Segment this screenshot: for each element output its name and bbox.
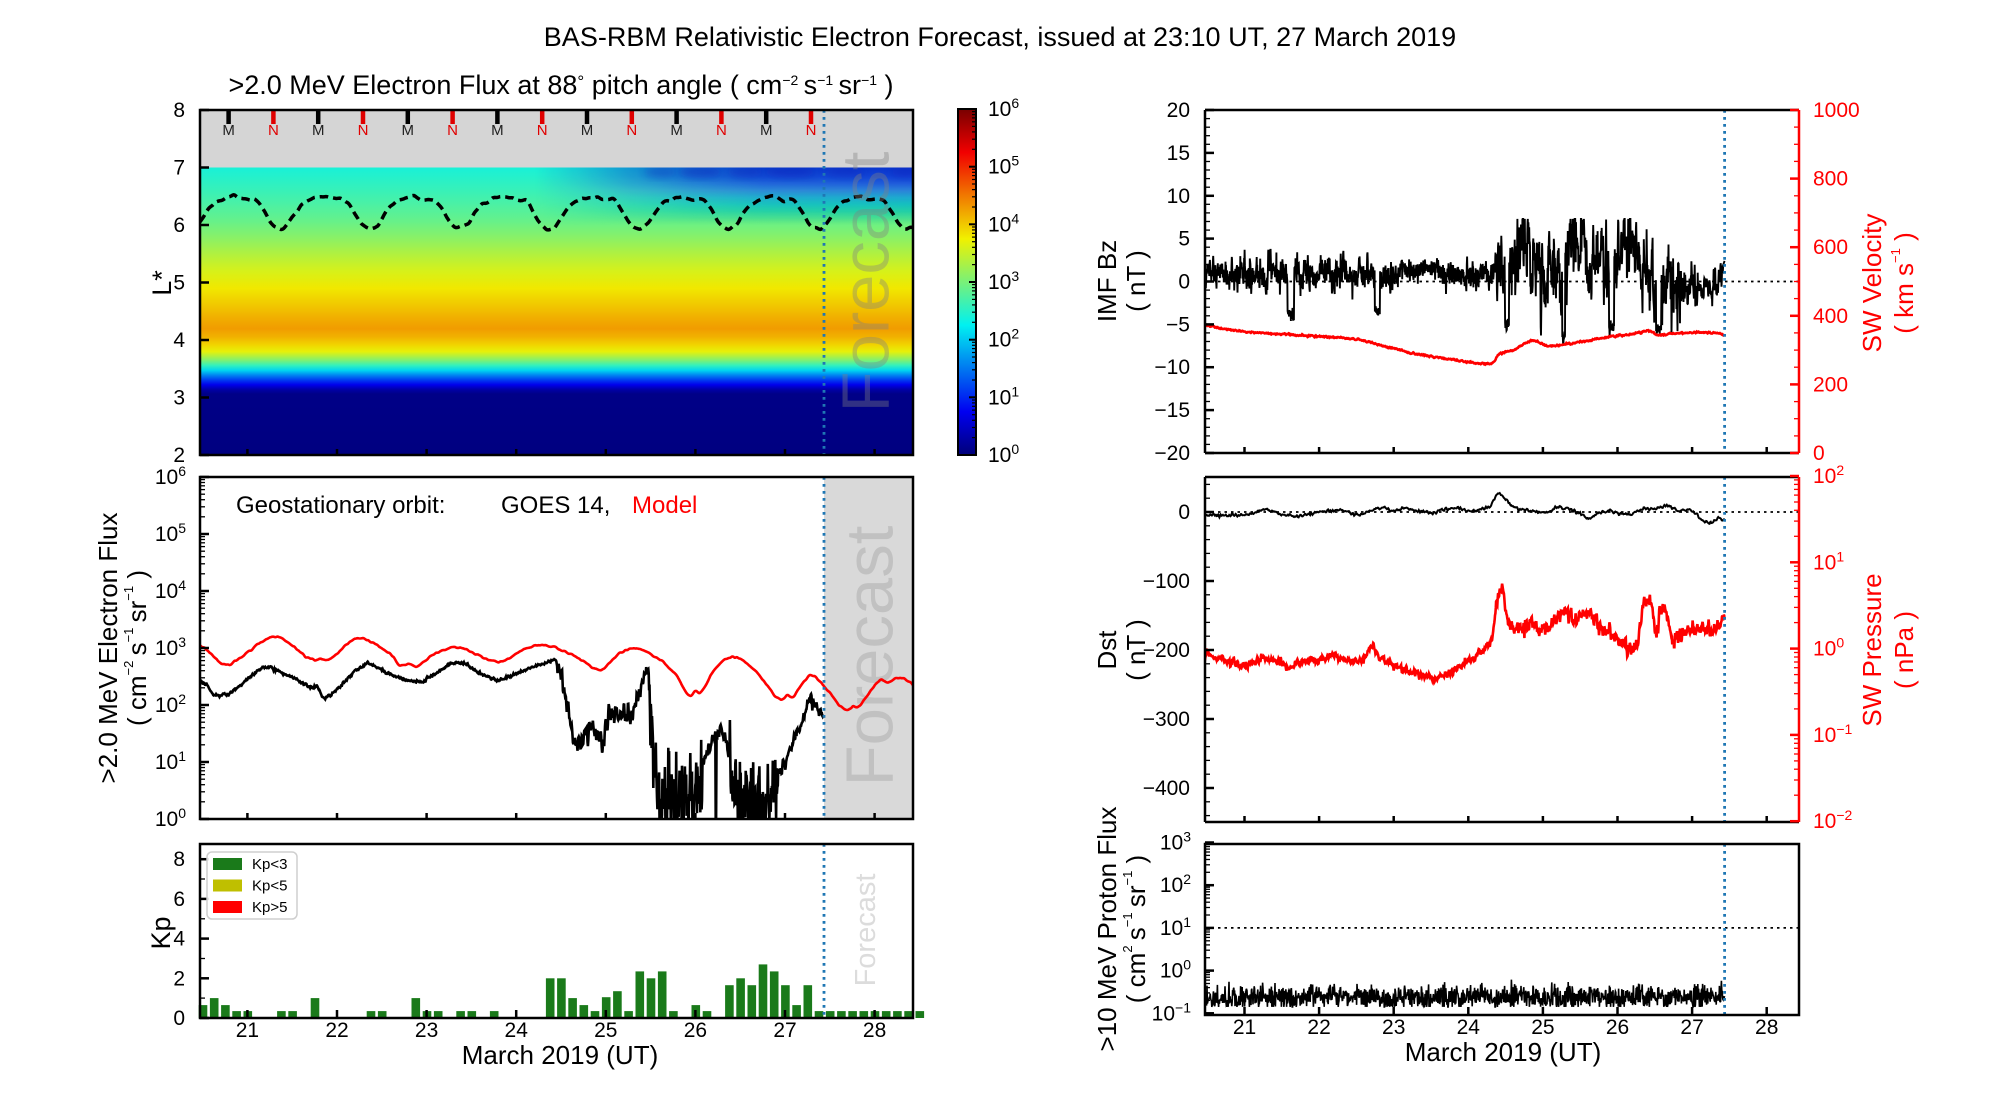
svg-text:600: 600 — [1813, 236, 1848, 259]
svg-text:N: N — [268, 122, 279, 139]
svg-text:( cm−2 s−1 sr−1 ): ( cm−2 s−1 sr−1 ) — [121, 570, 153, 726]
svg-text:10−2: 10−2 — [1813, 807, 1853, 833]
svg-text:Kp: Kp — [146, 916, 176, 949]
svg-text:Forecast: Forecast — [829, 151, 904, 412]
svg-text:March 2019 (UT): March 2019 (UT) — [1405, 1037, 1602, 1067]
svg-text:M: M — [760, 122, 773, 139]
svg-text:>10 MeV Proton Flux: >10 MeV Proton Flux — [1092, 807, 1122, 1052]
svg-text:25: 25 — [1531, 1016, 1554, 1039]
svg-text:Forecast: Forecast — [833, 525, 908, 786]
svg-text:5: 5 — [173, 272, 185, 295]
svg-text:March 2019 (UT): March 2019 (UT) — [462, 1040, 659, 1070]
svg-text:>2.0 MeV Electron Flux: >2.0 MeV Electron Flux — [93, 513, 123, 784]
svg-text:M: M — [670, 122, 683, 139]
svg-text:GOES 14,: GOES 14, — [501, 492, 610, 519]
svg-text:BAS-RBM Relativistic Electron: BAS-RBM Relativistic Electron Forecast, … — [544, 22, 1456, 52]
svg-text:28: 28 — [1755, 1016, 1778, 1039]
svg-text:27: 27 — [1680, 1016, 1703, 1039]
svg-text:4: 4 — [173, 329, 185, 352]
svg-text:28: 28 — [863, 1019, 886, 1042]
svg-text:N: N — [806, 122, 817, 139]
svg-text:−15: −15 — [1154, 399, 1190, 422]
svg-text:( nPa ): ( nPa ) — [1889, 611, 1919, 689]
svg-text:N: N — [358, 122, 369, 139]
svg-text:15: 15 — [1167, 142, 1190, 165]
svg-text:0: 0 — [173, 1007, 185, 1030]
svg-text:0: 0 — [1178, 501, 1190, 524]
svg-text:−100: −100 — [1143, 570, 1190, 593]
svg-text:SW Velocity: SW Velocity — [1857, 214, 1887, 353]
svg-text:Geostationary orbit:: Geostationary orbit: — [236, 492, 445, 519]
svg-text:4: 4 — [173, 928, 185, 951]
svg-text:3: 3 — [173, 387, 185, 410]
svg-text:L*: L* — [147, 270, 177, 296]
svg-text:7: 7 — [173, 157, 185, 180]
svg-text:M: M — [312, 122, 325, 139]
svg-text:2: 2 — [173, 967, 185, 990]
svg-text:10: 10 — [1167, 185, 1190, 208]
svg-text:26: 26 — [1606, 1016, 1629, 1039]
svg-text:27: 27 — [773, 1019, 796, 1042]
svg-text:−10: −10 — [1154, 356, 1190, 379]
svg-text:( km s−1 ): ( km s−1 ) — [1888, 232, 1920, 333]
svg-text:20: 20 — [1167, 99, 1190, 122]
svg-text:Kp<3: Kp<3 — [252, 856, 287, 873]
svg-text:24: 24 — [1457, 1016, 1481, 1039]
svg-text:25: 25 — [594, 1019, 617, 1042]
svg-text:400: 400 — [1813, 305, 1848, 328]
svg-text:Kp>5: Kp>5 — [252, 899, 287, 916]
svg-text:Dst: Dst — [1092, 630, 1122, 670]
svg-text:6: 6 — [173, 888, 185, 911]
svg-text:SW Pressure: SW Pressure — [1857, 573, 1887, 726]
svg-text:2: 2 — [173, 444, 185, 467]
svg-text:−5: −5 — [1166, 313, 1190, 336]
svg-text:8: 8 — [173, 99, 185, 122]
svg-text:800: 800 — [1813, 168, 1848, 191]
svg-text:22: 22 — [1307, 1016, 1330, 1039]
svg-text:23: 23 — [1382, 1016, 1405, 1039]
svg-text:N: N — [537, 122, 548, 139]
svg-text:N: N — [447, 122, 458, 139]
svg-text:M: M — [402, 122, 415, 139]
svg-text:−20: −20 — [1154, 442, 1190, 465]
svg-text:( nT ): ( nT ) — [1121, 619, 1151, 681]
svg-text:Model: Model — [632, 492, 697, 519]
svg-text:>2.0 MeV Electron Flux at 88°: >2.0 MeV Electron Flux at 88° pitch angl… — [228, 70, 893, 100]
svg-text:Forecast: Forecast — [850, 874, 882, 987]
svg-text:−300: −300 — [1143, 708, 1190, 731]
svg-text:−200: −200 — [1143, 639, 1190, 662]
svg-text:N: N — [626, 122, 637, 139]
svg-text:IMF Bz: IMF Bz — [1092, 240, 1122, 322]
svg-text:23: 23 — [415, 1019, 438, 1042]
svg-text:Kp<5: Kp<5 — [252, 878, 287, 895]
svg-text:5: 5 — [1178, 228, 1190, 251]
svg-text:22: 22 — [325, 1019, 348, 1042]
svg-text:1000: 1000 — [1813, 99, 1860, 122]
svg-text:−400: −400 — [1143, 777, 1190, 800]
svg-text:26: 26 — [684, 1019, 707, 1042]
svg-text:200: 200 — [1813, 373, 1848, 396]
svg-text:21: 21 — [1233, 1016, 1256, 1039]
svg-text:6: 6 — [173, 214, 185, 237]
svg-text:21: 21 — [236, 1019, 259, 1042]
svg-text:( nT ): ( nT ) — [1121, 250, 1151, 312]
svg-text:8: 8 — [173, 848, 185, 871]
svg-text:M: M — [581, 122, 594, 139]
svg-text:M: M — [222, 122, 235, 139]
svg-text:M: M — [491, 122, 504, 139]
svg-text:0: 0 — [1813, 442, 1825, 465]
svg-text:105: 105 — [988, 153, 1019, 179]
svg-text:24: 24 — [505, 1019, 529, 1042]
svg-text:N: N — [716, 122, 727, 139]
svg-text:0: 0 — [1178, 271, 1190, 294]
